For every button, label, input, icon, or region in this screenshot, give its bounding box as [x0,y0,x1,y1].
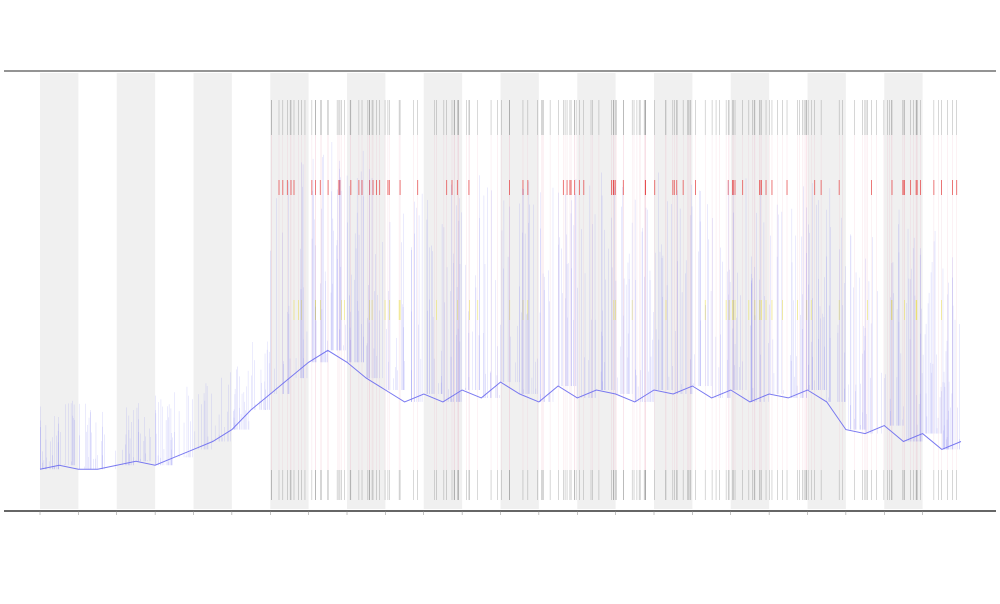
day-band [423,73,463,509]
x-axis [39,511,923,515]
day-band [654,73,693,509]
event-markers [271,100,958,500]
day-band [347,73,386,509]
day-bands [40,73,923,509]
day-band [577,73,616,509]
day-band [270,73,309,509]
day-band [193,73,232,509]
day-band [40,73,79,509]
day-band [807,73,846,509]
day-band [730,73,770,509]
day-band [116,73,156,509]
day-band [500,73,539,509]
series-line [39,349,962,470]
series-layer [39,141,962,470]
